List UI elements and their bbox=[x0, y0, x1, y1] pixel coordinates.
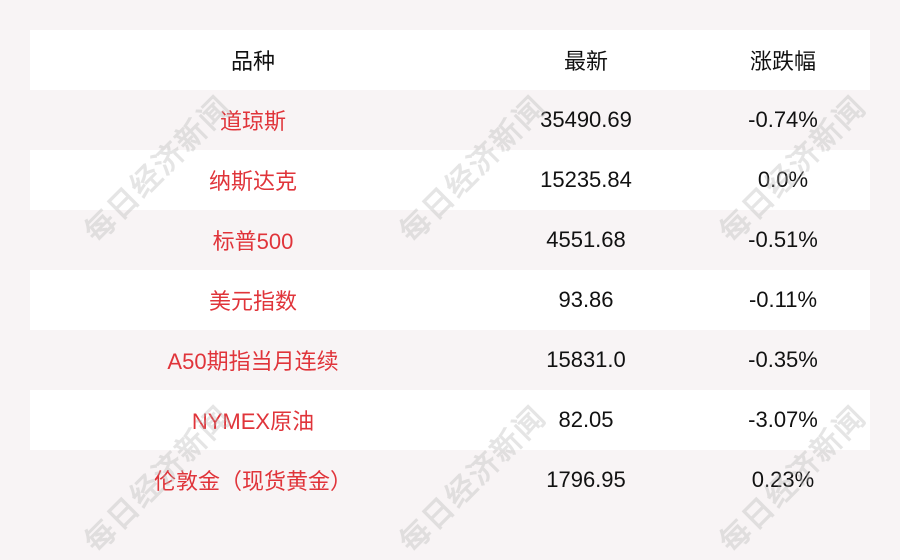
row-latest: 1796.95 bbox=[546, 467, 626, 492]
row-change: -3.07% bbox=[748, 407, 818, 432]
table-row: 纳斯达克 15235.84 0.0% bbox=[30, 150, 870, 210]
row-change: -0.51% bbox=[748, 227, 818, 252]
table-header: 品种 最新 涨跌幅 bbox=[30, 30, 870, 90]
header-latest: 最新 bbox=[563, 49, 608, 74]
row-latest: 15831.0 bbox=[546, 347, 626, 372]
row-change: 0.0% bbox=[757, 167, 809, 192]
header-change: 涨跌幅 bbox=[749, 49, 816, 74]
row-name: NYMEX原油 bbox=[191, 409, 315, 434]
table-row: A50期指当月连续 15831.0 -0.35% bbox=[30, 330, 870, 390]
row-latest: 93.86 bbox=[558, 287, 614, 312]
row-name: 伦敦金（现货黄金） bbox=[153, 469, 352, 494]
row-latest: 82.05 bbox=[558, 407, 614, 432]
row-change: -0.35% bbox=[748, 347, 818, 372]
table-row: 标普500 4551.68 -0.51% bbox=[30, 210, 870, 270]
market-table: 品种 最新 涨跌幅 道琼斯 35490.69 -0.74% 纳斯达克 15235… bbox=[30, 30, 870, 510]
row-change: -0.74% bbox=[748, 107, 818, 132]
row-latest: 35490.69 bbox=[540, 107, 632, 132]
row-latest: 15235.84 bbox=[540, 167, 632, 192]
row-name: 纳斯达克 bbox=[208, 169, 297, 194]
row-change: -0.11% bbox=[748, 287, 818, 312]
row-latest: 4551.68 bbox=[546, 227, 626, 252]
table-row: NYMEX原油 82.05 -3.07% bbox=[30, 390, 870, 450]
row-name: 美元指数 bbox=[208, 289, 297, 314]
row-name: A50期指当月连续 bbox=[167, 349, 339, 374]
table-row: 道琼斯 35490.69 -0.74% bbox=[30, 90, 870, 150]
header-name: 品种 bbox=[230, 49, 275, 74]
table-row: 伦敦金（现货黄金） 1796.95 0.23% bbox=[30, 450, 870, 510]
row-change: 0.23% bbox=[751, 467, 815, 492]
row-name: 标普500 bbox=[212, 229, 294, 254]
row-name: 道琼斯 bbox=[219, 109, 286, 134]
table-row: 美元指数 93.86 -0.11% bbox=[30, 270, 870, 330]
